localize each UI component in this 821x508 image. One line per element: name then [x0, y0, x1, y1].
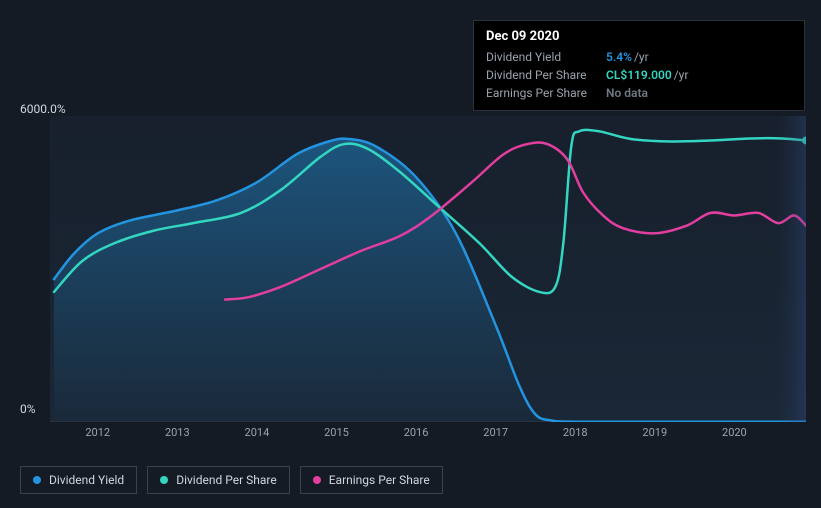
chart-container: 6000.0% 0% Past 201220132014201520162017…	[20, 102, 806, 437]
y-axis-label: 6000.0%	[20, 102, 66, 116]
tooltip-label: Dividend Yield	[486, 50, 606, 64]
x-axis-tick: 2015	[324, 426, 349, 439]
x-axis-tick: 2017	[483, 426, 508, 439]
legend-dot-icon	[313, 476, 321, 484]
x-axis-tick: 2020	[722, 426, 747, 439]
legend-label: Dividend Per Share	[176, 473, 277, 487]
chart-tooltip: Dec 09 2020 Dividend Yield 5.4% /yr Divi…	[473, 20, 805, 111]
x-axis: 2012 2013 2014 2015 2016 2017 2018 2019 2020	[50, 426, 806, 442]
legend-item-dividend-per-share[interactable]: Dividend Per Share	[147, 466, 290, 494]
legend-dot-icon	[160, 476, 168, 484]
legend-label: Earnings Per Share	[329, 473, 430, 487]
legend-item-dividend-yield[interactable]: Dividend Yield	[20, 466, 137, 494]
chart-legend: Dividend Yield Dividend Per Share Earnin…	[20, 466, 443, 494]
tooltip-row: Earnings Per Share No data	[486, 84, 792, 102]
legend-label: Dividend Yield	[49, 473, 124, 487]
tooltip-row: Dividend Per Share CL$119.000 /yr	[486, 66, 792, 84]
tooltip-value: No data	[606, 86, 648, 100]
x-axis-tick: 2012	[85, 426, 110, 439]
tooltip-date: Dec 09 2020	[486, 29, 792, 44]
tooltip-label: Dividend Per Share	[486, 68, 606, 82]
x-axis-tick: 2016	[404, 426, 429, 439]
tooltip-value: CL$119.000	[606, 68, 672, 82]
legend-item-earnings-per-share[interactable]: Earnings Per Share	[300, 466, 443, 494]
legend-dot-icon	[33, 476, 41, 484]
y-axis-label: 0%	[20, 402, 36, 416]
x-axis-tick: 2014	[245, 426, 270, 439]
chart-plot-area[interactable]	[50, 116, 806, 422]
tooltip-suffix: /yr	[634, 50, 649, 64]
x-axis-tick: 2013	[165, 426, 190, 439]
tooltip-value: 5.4%	[606, 50, 632, 64]
x-axis-tick: 2018	[563, 426, 588, 439]
x-axis-tick: 2019	[642, 426, 667, 439]
tooltip-label: Earnings Per Share	[486, 86, 606, 100]
tooltip-suffix: /yr	[674, 68, 689, 82]
tooltip-row: Dividend Yield 5.4% /yr	[486, 48, 792, 66]
